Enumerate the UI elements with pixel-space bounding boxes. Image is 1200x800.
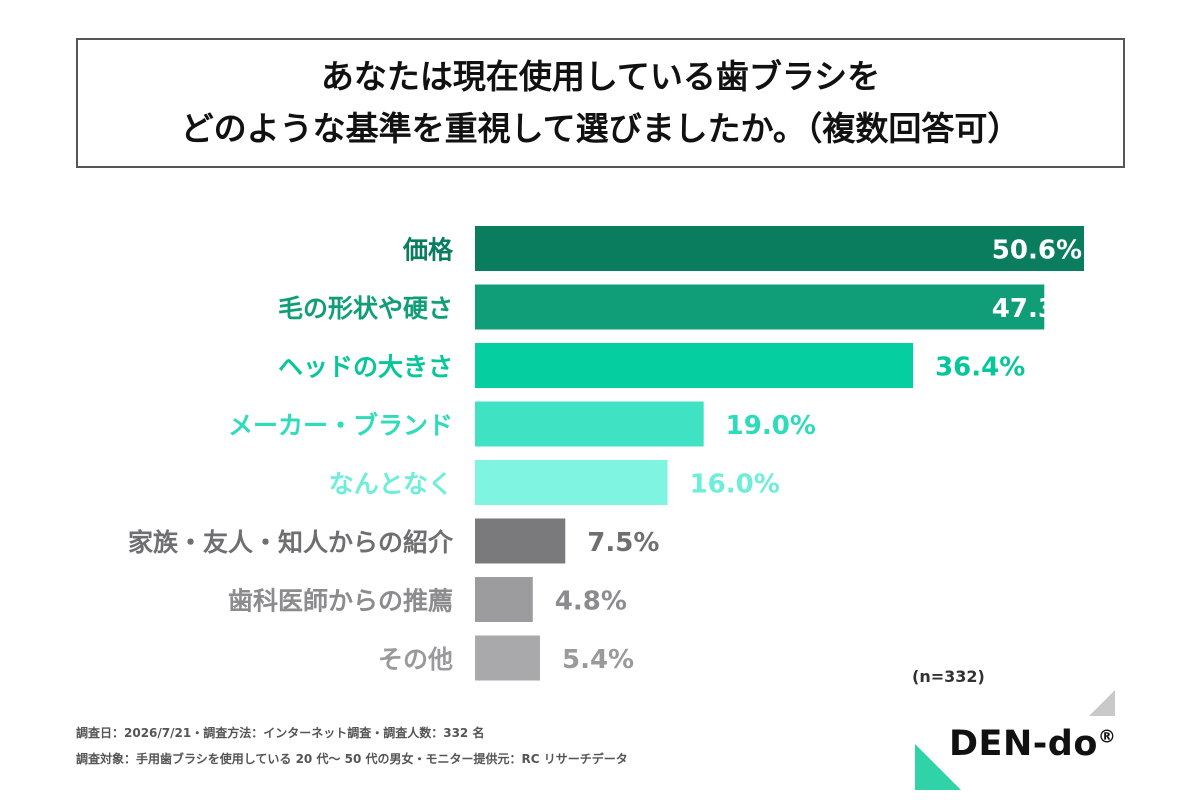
category-label-6: 歯科医師からの推薦: [228, 587, 453, 616]
value-label-5: 7.5%: [587, 528, 659, 558]
title-box: あなたは現在使用している歯ブラシを どのような基準を重視して選びましたか。（複数…: [76, 38, 1125, 168]
bar-4: [475, 460, 668, 505]
value-label-1: 47.3%: [992, 294, 1082, 324]
logo-wordmark: DEN-do: [949, 724, 1098, 764]
sample-size-label: (n=332): [912, 667, 985, 686]
bar-6: [475, 577, 533, 622]
bar-2: [475, 343, 914, 388]
category-label-4: なんとなく: [329, 470, 453, 499]
survey-footnote-1: 調査日：2026/7/21・調査方法：インターネット調査・調査人数：332 名: [76, 726, 485, 740]
brand-logo: DEN-do®: [915, 690, 1116, 790]
value-label-0: 50.6%: [992, 236, 1082, 266]
value-label-6: 4.8%: [555, 587, 627, 617]
bar-7: [475, 635, 540, 681]
value-label-2: 36.4%: [935, 353, 1025, 383]
bar-0: [475, 226, 1084, 271]
logo-corner-gray: [1089, 690, 1115, 716]
category-label-7: その他: [378, 645, 453, 674]
category-label-0: 価格: [402, 236, 454, 265]
value-label-3: 19.0%: [726, 411, 816, 441]
bar-5: [475, 518, 566, 564]
value-label-7: 5.4%: [562, 645, 634, 675]
survey-footnote-2: 調査対象：手用歯ブラシを使用している 20 代～ 50 代の男女・モニター提供元…: [76, 752, 628, 766]
category-label-5: 家族・友人・知人からの紹介: [128, 528, 454, 557]
category-label-1: 毛の形状や硬さ: [278, 294, 453, 323]
logo-text: DEN-do®: [949, 724, 1116, 764]
chart-title-line1: あなたは現在使用している歯ブラシを: [320, 57, 881, 96]
bar-1: [475, 284, 1045, 330]
category-label-3: メーカー・ブランド: [228, 411, 453, 440]
bar-3: [475, 401, 704, 447]
logo-corner-green: [915, 744, 961, 790]
chart-title-line2: どのような基準を重視して選びましたか。（複数回答可）: [180, 109, 1021, 148]
value-label-4: 16.0%: [690, 470, 780, 500]
logo-registered-mark: ®: [1097, 726, 1117, 748]
category-label-2: ヘッドの大きさ: [278, 353, 453, 382]
